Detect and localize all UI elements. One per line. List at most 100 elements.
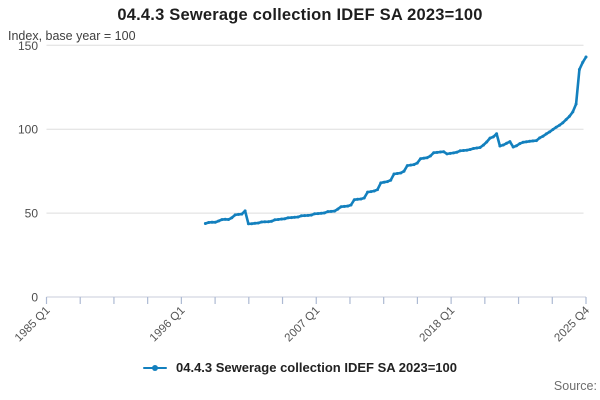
series-marker: [266, 220, 270, 224]
series-marker: [303, 214, 307, 218]
series-marker: [518, 142, 522, 146]
series-marker: [528, 139, 532, 143]
series-marker: [584, 55, 588, 59]
series-marker: [263, 220, 267, 224]
series-marker: [554, 125, 558, 129]
y-tick-label: 150: [18, 39, 38, 53]
series-marker: [283, 217, 287, 221]
series-marker: [237, 212, 240, 216]
series-marker: [455, 150, 459, 154]
series-marker: [293, 215, 297, 219]
series-marker: [488, 136, 492, 140]
legend: 04.4.3 Sewerage collection IDEF SA 2023=…: [0, 360, 600, 375]
y-tick-label: 100: [18, 123, 38, 137]
series-marker: [366, 190, 370, 194]
series-marker: [432, 151, 436, 155]
series-marker: [296, 215, 300, 219]
series-marker: [227, 218, 230, 221]
series-marker: [369, 190, 373, 194]
series-marker: [286, 216, 290, 220]
series-marker: [223, 217, 227, 221]
series-marker: [399, 171, 403, 175]
series-marker: [425, 156, 429, 160]
series-marker: [428, 154, 432, 158]
series-marker: [323, 211, 326, 215]
series-marker: [581, 60, 585, 64]
series-marker: [270, 219, 274, 223]
series-marker: [551, 128, 555, 131]
series-marker: [435, 150, 439, 154]
series-marker: [230, 216, 234, 220]
series-marker: [256, 221, 260, 225]
series-marker: [207, 221, 211, 224]
series-marker: [478, 146, 482, 149]
series-marker: [352, 198, 356, 202]
series-marker: [568, 114, 571, 118]
series-marker: [309, 213, 313, 217]
series-marker: [505, 141, 509, 145]
series-marker: [319, 211, 323, 215]
series-marker: [289, 216, 293, 220]
series-marker: [339, 205, 343, 209]
series-marker: [511, 145, 515, 149]
series-marker: [531, 139, 535, 143]
series-marker: [508, 140, 512, 144]
series-marker: [336, 207, 340, 211]
series-marker: [246, 222, 250, 226]
series-marker: [203, 222, 207, 225]
series-marker: [217, 219, 221, 223]
series-marker: [521, 140, 525, 144]
series-marker: [442, 150, 446, 154]
series-marker: [333, 209, 336, 213]
series-marker: [349, 203, 353, 207]
series-marker: [481, 143, 485, 147]
source-label: Source:: [553, 379, 597, 393]
series-marker: [415, 161, 419, 165]
series-marker: [472, 147, 475, 150]
series-marker: [382, 180, 386, 184]
series-marker: [299, 214, 303, 218]
chart-title: 04.4.3 Sewerage collection IDEF SA 2023=…: [117, 6, 483, 24]
chart-subtitle: Index, base year = 100: [8, 29, 136, 43]
series-marker: [465, 148, 469, 152]
x-tick-label: 2025 Q4: [552, 304, 592, 344]
series-marker: [448, 151, 452, 155]
x-tick-label: 1985 Q1: [13, 305, 53, 345]
series-marker: [462, 149, 465, 152]
series-marker: [389, 178, 393, 182]
series-marker: [402, 169, 406, 173]
series-marker: [210, 220, 214, 224]
series-marker: [498, 144, 502, 148]
series-marker: [250, 222, 254, 226]
series-marker: [306, 213, 310, 217]
series-marker: [422, 156, 426, 160]
series-marker: [240, 212, 244, 216]
series-marker: [468, 148, 472, 151]
series-marker: [491, 135, 495, 139]
series-marker: [515, 144, 518, 148]
x-tick-label: 2007 Q1: [283, 305, 323, 345]
series-marker: [458, 149, 462, 153]
series-marker: [412, 163, 416, 167]
series-marker: [395, 172, 399, 175]
series-marker: [438, 150, 442, 154]
series-marker: [392, 172, 396, 176]
series-marker: [329, 209, 333, 213]
series-marker: [538, 136, 542, 140]
legend-item: 04.4.3 Sewerage collection IDEF SA 2023=…: [143, 360, 457, 375]
series-marker: [544, 132, 548, 136]
series-marker: [346, 204, 350, 208]
series-marker: [561, 121, 565, 125]
legend-marker: [143, 363, 167, 373]
series-marker: [342, 204, 346, 208]
series-marker: [379, 181, 383, 185]
y-tick-label: 0: [31, 291, 38, 305]
series-marker: [385, 180, 389, 184]
series-marker: [362, 196, 366, 200]
series-marker: [541, 134, 545, 138]
series-marker: [253, 221, 257, 225]
series-marker: [356, 197, 360, 201]
series-marker: [313, 212, 317, 216]
series-marker: [326, 210, 330, 214]
